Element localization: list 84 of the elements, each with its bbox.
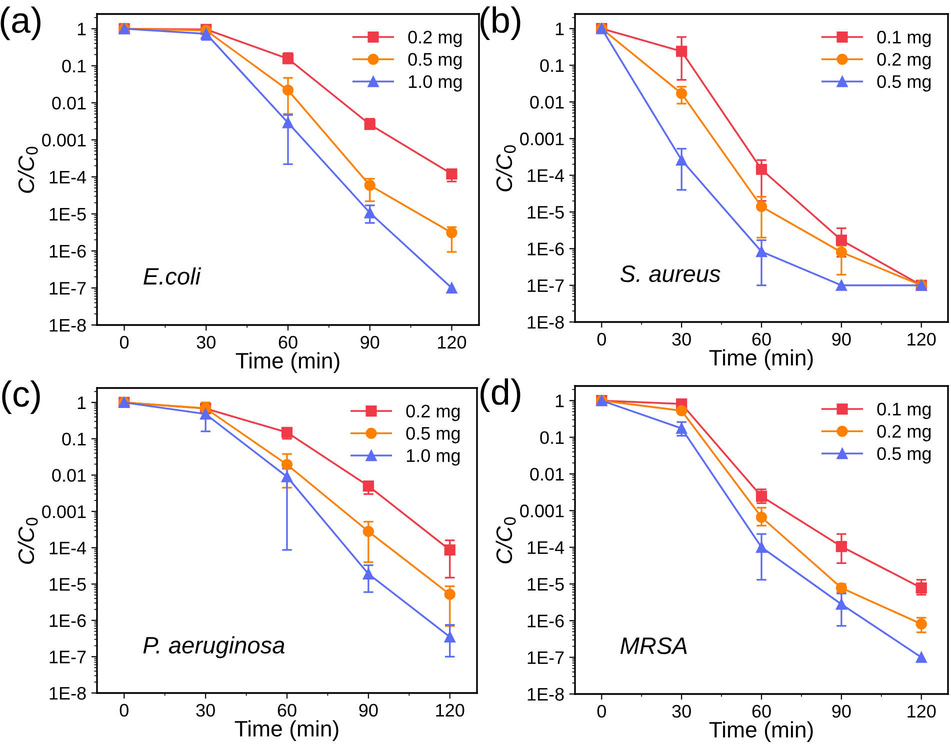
chart-title: (b) bbox=[480, 6, 520, 40]
y-tick-label: 0.01 bbox=[530, 96, 564, 109]
y-tick-label: 0.001 bbox=[520, 132, 564, 146]
y-tick-label: 1E-8 bbox=[528, 688, 564, 701]
y-tick-label: 0.1 bbox=[62, 60, 86, 72]
x-tick-label: 90 bbox=[832, 332, 851, 346]
y-axis-title: C/C$_{0}$ bbox=[496, 517, 516, 564]
chart-title: (c) bbox=[2, 380, 40, 414]
annotation: E.coli bbox=[144, 267, 202, 285]
annotation: P. aeruginosa bbox=[143, 636, 284, 658]
y-tick-label: 1E-6 bbox=[50, 244, 86, 258]
y-tick-label: 0.1 bbox=[540, 59, 564, 72]
x-tick-label: 60 bbox=[278, 704, 296, 717]
y-tick-label: 1E-6 bbox=[50, 614, 86, 628]
x-axis-title: Time (min) bbox=[709, 349, 813, 370]
legend-label: 1.0 mg bbox=[406, 449, 460, 466]
y-tick-label: 1E-8 bbox=[528, 316, 564, 329]
x-tick-label: 0 bbox=[597, 332, 606, 346]
x-axis-title: Time (min) bbox=[709, 721, 813, 742]
legend-label: 0.2 mg bbox=[877, 424, 931, 442]
legend-label: 0.5 mg bbox=[877, 447, 931, 464]
y-tick-label: 0.1 bbox=[62, 432, 86, 446]
legend-label: 0.5 mg bbox=[408, 52, 462, 70]
y-tick-label: 1E-7 bbox=[50, 650, 86, 664]
y-tick-label: 0.001 bbox=[42, 134, 86, 147]
x-tick-label: 90 bbox=[359, 704, 378, 717]
chart-title: (a) bbox=[0, 6, 40, 40]
x-tick-label: 120 bbox=[908, 332, 936, 346]
x-tick-label: 0 bbox=[120, 704, 128, 717]
y-tick-label: 1E-5 bbox=[50, 208, 86, 221]
x-tick-label: 30 bbox=[196, 336, 216, 349]
y-axis-title: C/C$_{0}$ bbox=[18, 518, 38, 564]
x-tick-label: 30 bbox=[672, 704, 691, 718]
legend-label: 0.2 mg bbox=[877, 52, 931, 70]
y-tick-label: 1 bbox=[78, 396, 86, 409]
y-tick-label: 1E-8 bbox=[50, 318, 86, 332]
legend-label: 0.5 mg bbox=[406, 426, 460, 444]
y-tick-label: 1E-4 bbox=[50, 170, 86, 184]
legend-label: 0.2 mg bbox=[406, 404, 460, 422]
legend-label: 0.5 mg bbox=[877, 75, 931, 92]
x-axis-title: Time (min) bbox=[236, 352, 340, 373]
x-tick-label: 120 bbox=[436, 704, 464, 717]
chart-title: (d) bbox=[480, 378, 520, 412]
x-tick-label: 0 bbox=[120, 336, 129, 349]
y-axis-title: C/C$_{0}$ bbox=[18, 146, 38, 193]
y-tick-label: 1E-7 bbox=[528, 651, 564, 664]
x-tick-label: 30 bbox=[196, 704, 215, 717]
x-tick-label: 0 bbox=[597, 704, 606, 718]
y-tick-label: 1 bbox=[556, 394, 564, 408]
y-tick-label: 1E-4 bbox=[528, 541, 564, 554]
y-tick-label: 0.1 bbox=[540, 431, 564, 444]
legend-label: 0.1 mg bbox=[877, 402, 931, 420]
y-tick-label: 1E-7 bbox=[528, 279, 564, 292]
legend-label: 0.1 mg bbox=[877, 30, 931, 48]
x-tick-label: 30 bbox=[672, 332, 691, 346]
y-tick-label: 0.01 bbox=[52, 96, 86, 110]
y-tick-label: 0.01 bbox=[530, 468, 564, 481]
y-tick-label: 1E-6 bbox=[528, 614, 564, 628]
y-tick-label: 0.001 bbox=[42, 505, 86, 518]
legend-label: 1.0 mg bbox=[408, 75, 462, 92]
y-tick-label: 1E-4 bbox=[50, 542, 86, 554]
y-tick-label: 1E-4 bbox=[528, 169, 564, 182]
x-tick-label: 120 bbox=[438, 336, 466, 349]
y-tick-label: 1 bbox=[556, 22, 564, 36]
y-tick-label: 1E-8 bbox=[50, 686, 86, 700]
x-tick-label: 60 bbox=[278, 336, 298, 349]
x-tick-label: 120 bbox=[908, 704, 936, 718]
x-tick-label: 90 bbox=[832, 704, 851, 718]
legend-label: 0.2 mg bbox=[408, 30, 462, 48]
y-tick-label: 0.001 bbox=[520, 504, 564, 518]
annotation: S. aureus bbox=[620, 265, 720, 282]
y-tick-label: 1E-7 bbox=[50, 282, 86, 295]
y-tick-label: 1E-5 bbox=[50, 578, 86, 591]
annotation: MRSA bbox=[620, 637, 687, 654]
x-tick-label: 60 bbox=[752, 704, 771, 718]
y-tick-label: 0.01 bbox=[52, 469, 86, 482]
x-tick-label: 90 bbox=[360, 336, 380, 349]
y-tick-label: 1E-5 bbox=[528, 578, 564, 591]
y-axis-title: C/C$_{0}$ bbox=[496, 145, 516, 192]
x-tick-label: 60 bbox=[752, 332, 771, 346]
y-tick-label: 1E-6 bbox=[528, 242, 564, 256]
y-tick-label: 1 bbox=[78, 22, 86, 36]
y-tick-label: 1E-5 bbox=[528, 206, 564, 219]
x-axis-title: Time (min) bbox=[234, 720, 338, 741]
